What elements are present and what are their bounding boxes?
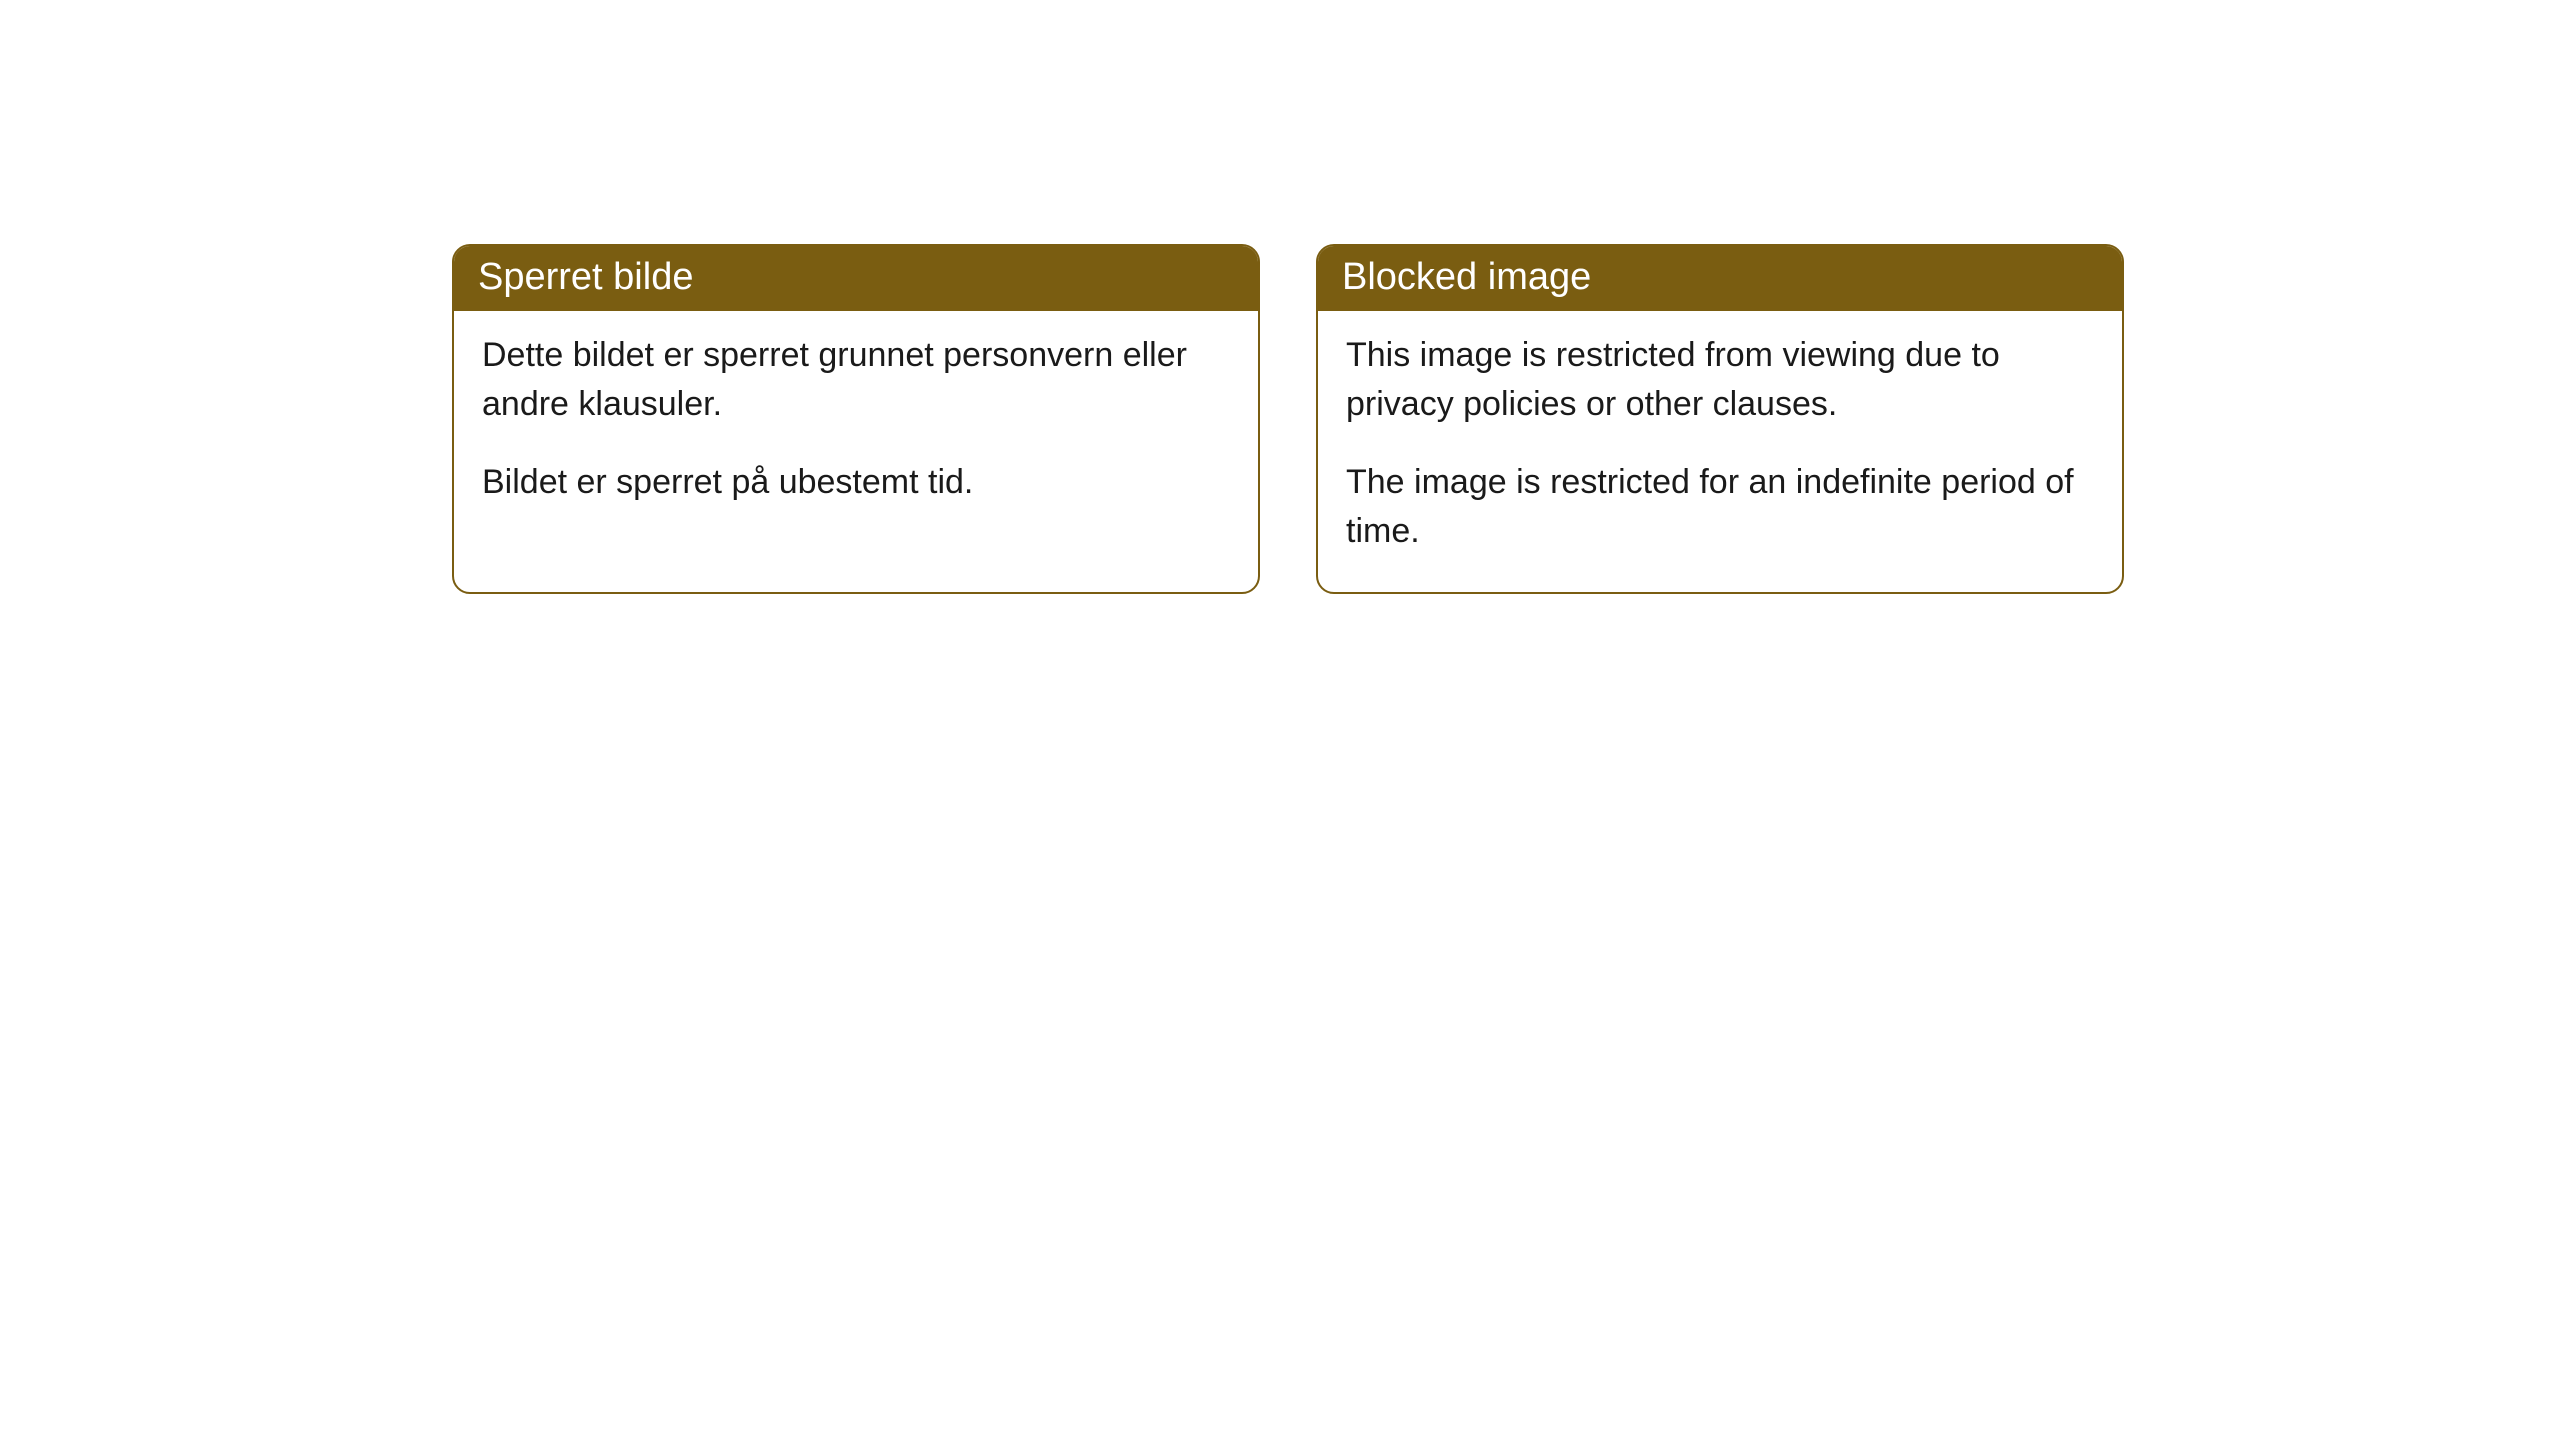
card-header: Sperret bilde	[454, 246, 1258, 311]
notice-card-norwegian: Sperret bilde Dette bildet er sperret gr…	[452, 244, 1260, 594]
card-title: Sperret bilde	[478, 256, 693, 298]
card-body: Dette bildet er sperret grunnet personve…	[454, 311, 1258, 543]
card-paragraph: Dette bildet er sperret grunnet personve…	[482, 331, 1230, 430]
card-paragraph: This image is restricted from viewing du…	[1346, 331, 2094, 430]
card-paragraph: The image is restricted for an indefinit…	[1346, 458, 2094, 557]
card-paragraph: Bildet er sperret på ubestemt tid.	[482, 458, 1230, 507]
card-body: This image is restricted from viewing du…	[1318, 311, 2122, 592]
notice-card-english: Blocked image This image is restricted f…	[1316, 244, 2124, 594]
notice-cards-container: Sperret bilde Dette bildet er sperret gr…	[452, 244, 2124, 594]
card-title: Blocked image	[1342, 256, 1591, 298]
card-header: Blocked image	[1318, 246, 2122, 311]
